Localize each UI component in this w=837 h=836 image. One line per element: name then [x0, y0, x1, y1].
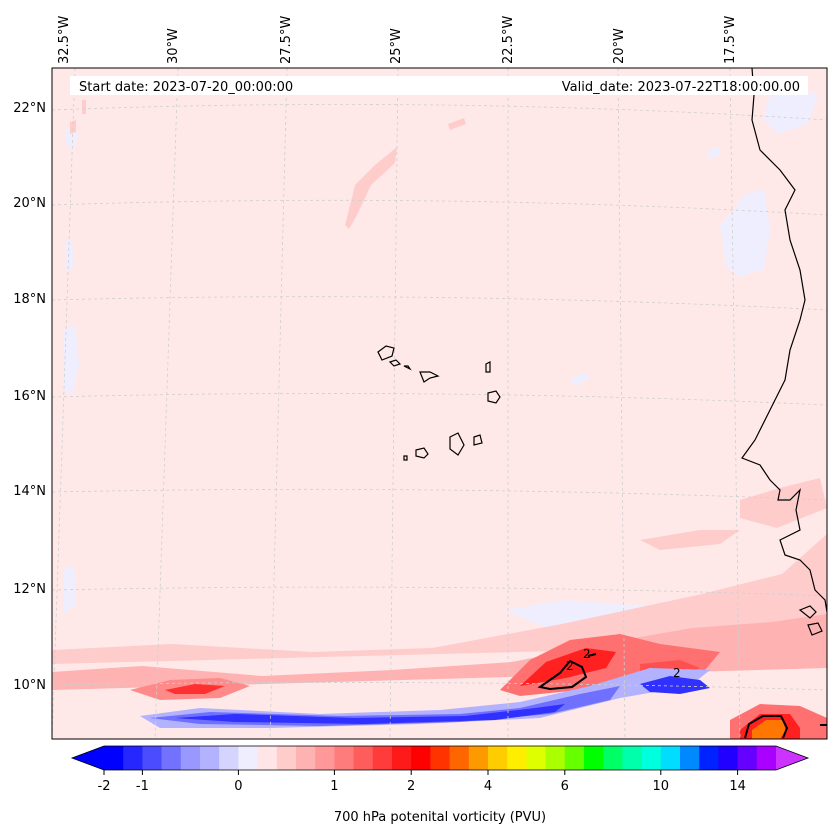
colorbar-cell — [372, 746, 393, 770]
colorbar-cell — [507, 746, 527, 770]
colorbar-ticks: -2 -1 0 1 2 4 6 10 14 — [98, 770, 746, 794]
colorbar-cell — [622, 746, 643, 770]
colorbar-cell — [449, 746, 470, 770]
lon-label: 32.5°W — [57, 16, 72, 64]
contour-label: 2 — [673, 666, 681, 680]
lat-label: 18°N — [13, 292, 46, 307]
colorbar-cell — [200, 746, 220, 770]
lon-label: 25°W — [389, 28, 404, 64]
colorbar-cell — [488, 746, 508, 770]
colorbar-cell — [392, 746, 412, 770]
colorbar-cell — [104, 746, 124, 770]
pv-contour-2 — [537, 653, 827, 739]
colorbar-cell — [411, 746, 431, 770]
colorbar-over-arrow — [776, 746, 808, 770]
colorbar-cell — [680, 746, 700, 770]
latitude-labels: 22°N 20°N 18°N 16°N 14°N 12°N 10°N — [13, 101, 46, 693]
colorbar-cell — [161, 746, 182, 770]
cape-verde-islands — [377, 345, 501, 461]
colorbar-tick-label: 0 — [234, 779, 242, 794]
colorbar-cell — [718, 746, 739, 770]
lat-label: 12°N — [13, 582, 46, 597]
colorbar-cell — [756, 746, 777, 770]
start-date-label: Start date: 2023-07-20_00:00:00 — [79, 80, 293, 95]
colorbar-under-arrow — [72, 746, 104, 770]
contour-label: 2 — [566, 659, 574, 673]
colorbar-tick-label: 1 — [330, 779, 338, 794]
colorbar-cells — [104, 746, 777, 770]
colorbar-tick-label: -1 — [136, 779, 149, 794]
colorbar-cell — [334, 746, 355, 770]
colorbar-cell — [603, 746, 623, 770]
valid-date-label: Valid_date: 2023-07-22T18:00:00.00 — [562, 80, 800, 95]
graticule — [52, 68, 827, 739]
colorbar-tick-label: 2 — [407, 779, 415, 794]
colorbar-cell — [584, 746, 604, 770]
lat-label: 10°N — [13, 678, 46, 693]
pv-pink-patches — [52, 100, 827, 664]
african-coast — [741, 68, 827, 613]
map-frame — [51, 67, 828, 740]
pv-blue-band — [140, 668, 710, 728]
colorbar-cell — [526, 746, 547, 770]
colorbar-cell — [699, 746, 719, 770]
lat-label: 20°N — [13, 196, 46, 211]
colorbar-cell — [564, 746, 585, 770]
colorbar-cell — [257, 746, 278, 770]
colorbar-tick-label: 6 — [561, 779, 569, 794]
colorbar-tick-label: 14 — [729, 779, 746, 794]
colorbar-cell — [545, 746, 566, 770]
colorbar: -2 -1 0 1 2 4 6 10 14 700 hPa potenital vorticit… — [70, 745, 810, 825]
colorbar-cell — [123, 746, 143, 770]
colorbar-cell — [641, 746, 662, 770]
colorbar-cell — [315, 746, 335, 770]
longitude-labels: 32.5°W 30°W 27.5°W 25°W 22.5°W 20°W 17.5… — [57, 16, 738, 64]
map-panel: 2 2 2 Start date: 2023-07-20_00:00:00 Va… — [52, 68, 827, 739]
colorbar-cell — [276, 746, 297, 770]
colorbar-cell — [660, 746, 681, 770]
colorbar-cell — [296, 746, 316, 770]
lat-label: 22°N — [13, 101, 46, 116]
lat-label: 16°N — [13, 389, 46, 404]
lon-label: 20°W — [612, 28, 627, 64]
colorbar-cell — [238, 746, 259, 770]
colorbar-cell — [468, 746, 489, 770]
colorbar-tick-label: 10 — [653, 779, 670, 794]
lat-label: 14°N — [13, 484, 46, 499]
colorbar-title: 700 hPa potenital vorticity (PVU) — [334, 810, 546, 825]
colorbar-cell — [353, 746, 374, 770]
colorbar-cell — [430, 746, 451, 770]
contour-label: 2 — [583, 647, 591, 661]
colorbar-tick-label: -2 — [98, 779, 111, 794]
lon-label: 30°W — [166, 28, 181, 64]
colorbar-cell — [180, 746, 201, 770]
coastlines — [741, 68, 827, 636]
lon-label: 17.5°W — [723, 16, 738, 64]
header-box — [70, 76, 808, 95]
lon-label: 22.5°W — [501, 16, 516, 64]
lon-label: 27.5°W — [279, 16, 294, 64]
colorbar-cell — [142, 746, 163, 770]
colorbar-tick-label: 4 — [484, 779, 492, 794]
pv-red-patches — [130, 634, 827, 739]
colorbar-cell — [219, 746, 239, 770]
colorbar-cell — [737, 746, 758, 770]
